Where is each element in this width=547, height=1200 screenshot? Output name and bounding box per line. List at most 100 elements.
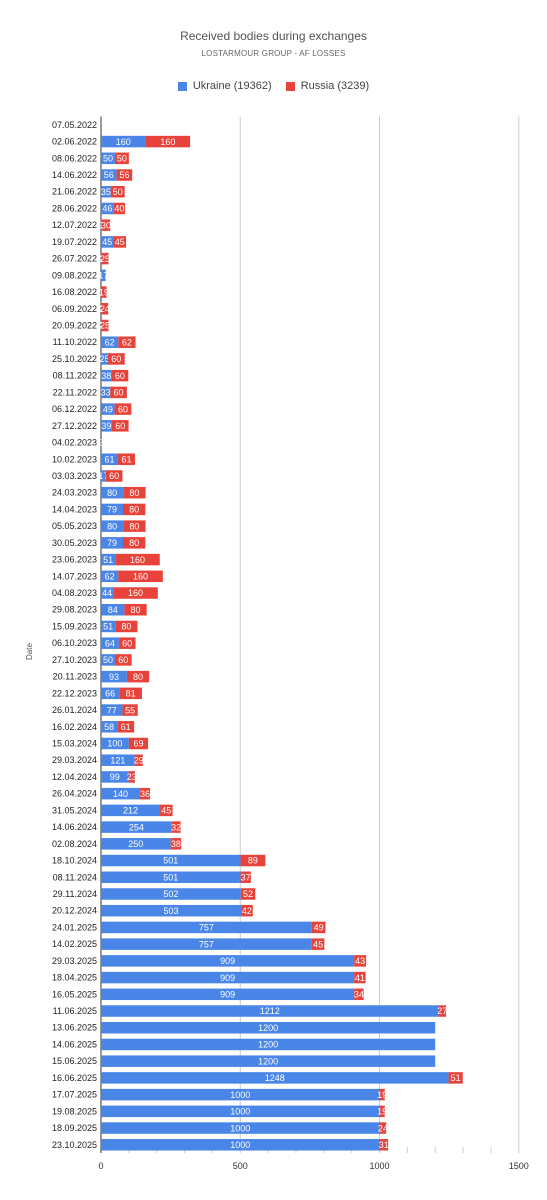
data-label-russia: 24 bbox=[378, 1123, 388, 1133]
x-tick-label-500: 500 bbox=[233, 1161, 248, 1171]
data-label-ukraine: 17 bbox=[98, 471, 108, 481]
data-label-ukraine: 501 bbox=[163, 856, 178, 866]
bar-russia bbox=[118, 336, 136, 348]
bar-ukraine bbox=[101, 888, 241, 900]
category-label: 22.12.2023 bbox=[52, 688, 97, 698]
bar-russia bbox=[118, 637, 136, 649]
category-label: 21.06.2022 bbox=[52, 187, 97, 197]
data-label-ukraine: 33 bbox=[101, 388, 111, 398]
category-label: 24.03.2023 bbox=[52, 488, 97, 498]
x-tick-label-1000: 1000 bbox=[369, 1161, 389, 1171]
data-label-ukraine: 1000 bbox=[230, 1090, 250, 1100]
category-label: 06.09.2022 bbox=[52, 304, 97, 314]
bar-russia bbox=[115, 620, 138, 633]
bar-ukraine bbox=[101, 403, 115, 415]
bar-ukraine bbox=[101, 587, 114, 599]
bar-ukraine bbox=[101, 336, 119, 348]
category-label: 23.06.2023 bbox=[52, 555, 97, 565]
data-label-russia: 29 bbox=[134, 755, 144, 765]
data-label-ukraine: 62 bbox=[105, 572, 115, 582]
x-tick-label-1500: 1500 bbox=[509, 1161, 529, 1171]
data-label-russia: 55 bbox=[125, 705, 135, 715]
data-label-russia: 160 bbox=[160, 137, 175, 147]
bar-russia bbox=[118, 570, 163, 583]
data-label-ukraine: 17 bbox=[98, 271, 108, 281]
bar-russia bbox=[114, 654, 132, 666]
data-label-russia: 31 bbox=[379, 1140, 389, 1150]
category-label: 19.08.2025 bbox=[52, 1106, 97, 1116]
bar-russia bbox=[114, 152, 129, 165]
bar-russia bbox=[379, 1088, 385, 1101]
category-label: 29.08.2023 bbox=[52, 605, 97, 615]
category-label: 20.09.2022 bbox=[52, 321, 97, 331]
category-label: 28.06.2022 bbox=[52, 203, 97, 213]
x-tick-label-0: 0 bbox=[98, 1161, 103, 1171]
bar-russia bbox=[122, 704, 138, 716]
data-label-russia: 89 bbox=[248, 856, 258, 866]
bar-russia bbox=[105, 470, 123, 482]
bar-ukraine bbox=[101, 854, 241, 867]
bar-ukraine bbox=[101, 353, 108, 365]
data-label-russia: 49 bbox=[314, 923, 324, 933]
data-label-russia: 80 bbox=[133, 672, 143, 682]
bar-russia bbox=[171, 821, 181, 833]
data-label-ukraine: 1200 bbox=[258, 1040, 278, 1050]
data-label-russia: 45 bbox=[161, 806, 171, 816]
legend-swatch-russia bbox=[285, 81, 295, 91]
bar-ukraine bbox=[101, 821, 172, 833]
data-label-ukraine: 56 bbox=[104, 170, 114, 180]
data-label-russia: 19 bbox=[377, 1107, 387, 1117]
category-label: 17.07.2025 bbox=[52, 1090, 97, 1100]
category-label: 29.11.2024 bbox=[53, 889, 97, 899]
category-label: 14.04.2023 bbox=[52, 504, 97, 514]
bar-russia bbox=[111, 369, 129, 382]
data-label-russia: 51 bbox=[451, 1073, 461, 1083]
category-label: 29.03.2024 bbox=[52, 755, 97, 765]
bar-russia bbox=[126, 670, 150, 683]
data-label-russia: 25 bbox=[100, 254, 110, 264]
bar-russia bbox=[107, 353, 125, 365]
bar-russia bbox=[128, 771, 135, 783]
bar-russia bbox=[438, 1005, 447, 1017]
bar-russia bbox=[124, 603, 147, 616]
data-label-ukraine: 1000 bbox=[230, 1107, 250, 1117]
legend-item-russia[interactable]: Russia (3239) bbox=[285, 80, 369, 92]
category-label: 02.08.2024 bbox=[52, 839, 97, 849]
legend-item-ukraine[interactable]: Ukraine (19362) bbox=[177, 80, 272, 92]
data-label-russia: 45 bbox=[313, 939, 323, 949]
category-label: 23.10.2025 bbox=[52, 1140, 97, 1150]
data-label-ukraine: 1248 bbox=[265, 1073, 285, 1083]
data-label-ukraine: 100 bbox=[107, 739, 122, 749]
data-label-ukraine: 503 bbox=[164, 906, 179, 916]
bar-ukraine bbox=[101, 771, 129, 783]
data-label-russia: 80 bbox=[129, 488, 139, 498]
category-label: 16.08.2022 bbox=[52, 287, 97, 297]
data-label-ukraine: 66 bbox=[105, 689, 115, 699]
legend-swatch-ukraine bbox=[177, 81, 187, 91]
data-label-ukraine: 49 bbox=[103, 404, 113, 414]
data-label-ukraine: 501 bbox=[163, 872, 178, 882]
data-label-russia: 36 bbox=[140, 789, 150, 799]
category-label: 08.06.2022 bbox=[52, 153, 97, 163]
bar-russia bbox=[110, 185, 125, 198]
data-label-russia: 52 bbox=[243, 889, 253, 899]
data-label-russia: 27 bbox=[437, 1006, 447, 1016]
bar-ukraine bbox=[101, 369, 112, 382]
bar-ukraine bbox=[101, 1105, 380, 1118]
bar-russia bbox=[379, 1139, 389, 1151]
data-label-russia: 19 bbox=[377, 1090, 387, 1100]
bar-russia bbox=[113, 587, 158, 599]
category-label: 14.06.2024 bbox=[52, 822, 97, 832]
data-label-russia: 160 bbox=[130, 555, 145, 565]
legend[interactable]: Ukraine (19362) Russia (3239) bbox=[0, 80, 547, 92]
bar-ukraine bbox=[101, 236, 114, 248]
data-label-ukraine: 2 bbox=[99, 304, 104, 314]
category-label: 22.11.2022 bbox=[53, 387, 97, 397]
bar-ukraine bbox=[101, 971, 355, 984]
data-label-ukraine: 1000 bbox=[230, 1123, 250, 1133]
chart-subtitle: LOSTARMOUR GROUP - AF LOSSES bbox=[201, 49, 346, 58]
data-label-russia: 60 bbox=[115, 371, 125, 381]
bar-ukraine bbox=[101, 169, 117, 181]
data-label-ukraine: 1200 bbox=[258, 1056, 278, 1066]
bar-russia bbox=[115, 553, 160, 566]
